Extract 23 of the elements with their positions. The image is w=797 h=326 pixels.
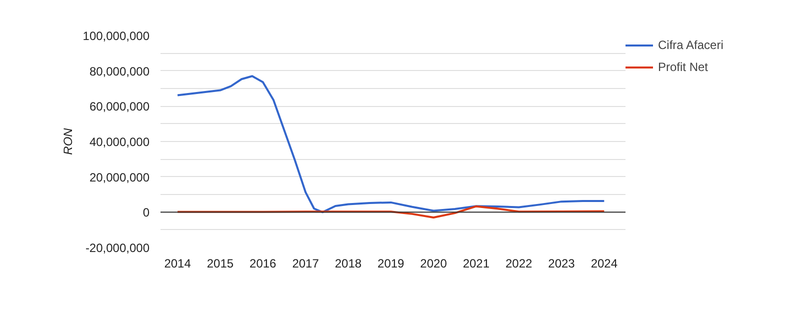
x-tick-label: 2024	[590, 256, 618, 270]
line-series	[176, 75, 606, 214]
y-axis-title: RON	[60, 128, 75, 155]
y-tick-label: 0	[142, 206, 150, 220]
y-tick-label: 100,000,000	[82, 29, 150, 43]
legend-label: Cifra Afaceri	[658, 38, 724, 52]
x-tick-label: 2014	[164, 256, 192, 270]
x-tick-label: 2018	[334, 256, 362, 270]
y-tick-label: 20,000,000	[89, 170, 150, 184]
x-tick-label: 2017	[292, 256, 320, 270]
x-tick-label: 2019	[378, 256, 405, 270]
y-tick-label: 40,000,000	[89, 135, 150, 149]
x-tick-label: 2023	[548, 256, 576, 270]
line-series	[176, 205, 606, 218]
x-tick-label: 2016	[250, 256, 277, 270]
y-tick-label: 80,000,000	[89, 64, 150, 78]
x-tick-label: 2015	[206, 256, 234, 270]
x-tick-label: 2022	[506, 256, 533, 270]
x-tick-label: 2020	[420, 256, 448, 270]
y-tick-label: 60,000,000	[89, 100, 150, 114]
x-tick-label: 2021	[462, 256, 490, 270]
y-tick-label: -20,000,000	[85, 241, 150, 255]
legend-label: Profit Net	[658, 60, 708, 74]
